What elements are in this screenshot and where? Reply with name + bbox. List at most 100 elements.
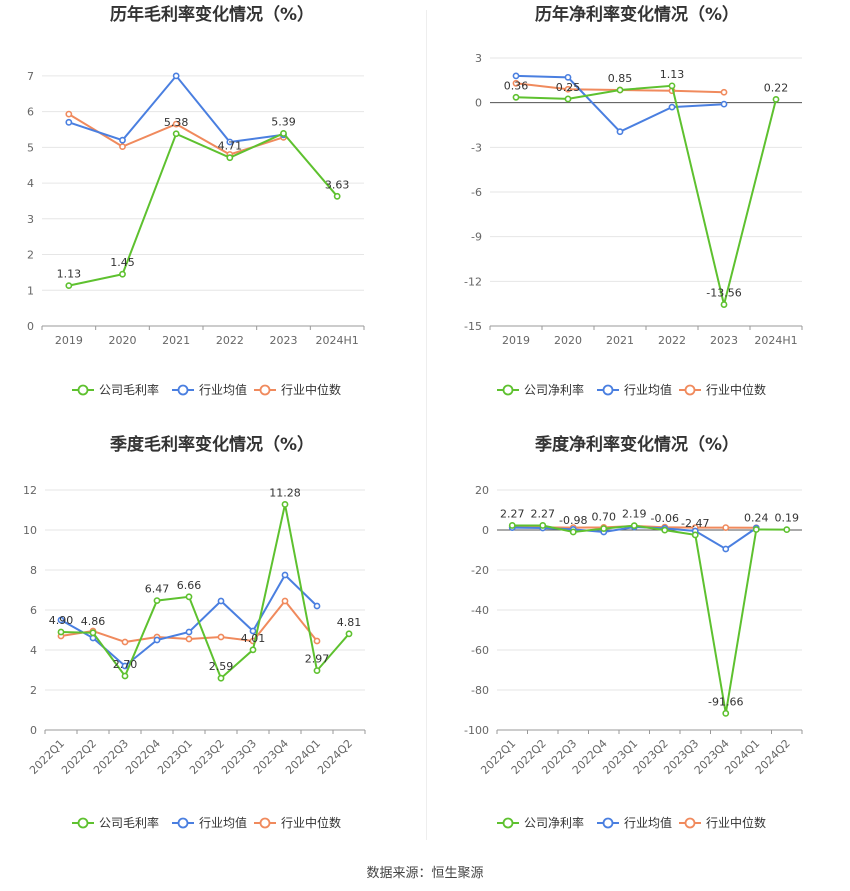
legend-marker-company: [502, 817, 514, 829]
data-label: 2.27: [531, 507, 556, 520]
y-tick-label: -9: [471, 231, 482, 244]
data-label: 4.71: [218, 140, 243, 153]
data-point-company: [630, 522, 638, 530]
data-point-company: [569, 528, 577, 536]
legend-marker-median: [259, 817, 271, 829]
y-tick-label: 5: [27, 141, 34, 154]
panel-divider: [426, 10, 427, 840]
y-tick-label: -12: [464, 275, 482, 288]
data-point-avg: [249, 627, 257, 635]
data-label: 4.81: [337, 616, 362, 629]
data-point-median: [564, 85, 572, 93]
data-label: 1.13: [57, 268, 82, 281]
chart-title: 历年毛利率变化情况（%）: [110, 4, 314, 25]
data-label: 1.45: [110, 256, 135, 269]
x-tick-label: 2020: [554, 334, 582, 347]
data-point-company: [691, 531, 699, 539]
data-label: -13.56: [706, 287, 741, 300]
data-label: 0.25: [556, 81, 581, 94]
y-tick-label: 8: [30, 564, 37, 577]
y-tick-label: 0: [27, 320, 34, 333]
data-point-avg: [57, 616, 65, 624]
data-point-company: [226, 154, 234, 162]
data-point-company: [783, 526, 791, 534]
data-point-company: [185, 593, 193, 601]
y-tick-label: -100: [464, 724, 489, 737]
legend-label-median: 行业中位数: [706, 382, 766, 397]
legend-label-avg: 行业均值: [199, 815, 247, 830]
data-point-company: [512, 93, 520, 101]
data-source-note: 数据来源：恒生聚源: [366, 866, 484, 881]
legend-marker-median: [684, 817, 696, 829]
data-label: 4.01: [241, 632, 266, 645]
data-label: 5.38: [164, 116, 189, 129]
data-label: 2.27: [500, 507, 525, 520]
legend-marker-company: [77, 817, 89, 829]
data-point-median: [722, 524, 730, 531]
data-point-company: [280, 129, 287, 137]
data-point-avg: [313, 602, 321, 610]
data-point-company: [281, 501, 289, 508]
legend-marker-company: [77, 384, 89, 396]
data-point-avg: [720, 100, 728, 108]
x-tick-label: 2019: [502, 334, 530, 347]
x-tick-label: 2019: [55, 334, 83, 347]
data-label: 1.13: [660, 68, 685, 81]
y-tick-label: 3: [475, 52, 482, 65]
data-point-median: [65, 110, 73, 118]
y-tick-label: 1: [27, 284, 34, 297]
data-point-avg: [119, 136, 126, 144]
x-tick-label: 2023: [710, 334, 738, 347]
x-tick-label: 2022: [658, 334, 686, 347]
data-label: 2.19: [622, 508, 647, 521]
y-tick-label: 6: [30, 604, 37, 617]
series-line-company: [60, 504, 350, 680]
data-label: 4.90: [49, 614, 74, 627]
y-tick-label: 4: [27, 177, 34, 190]
legend-marker-company: [502, 384, 514, 396]
data-label: 6.47: [145, 583, 170, 596]
y-tick-label: 2: [30, 684, 37, 697]
data-point-median: [512, 79, 520, 87]
y-tick-label: -15: [464, 320, 482, 333]
legend-label-avg: 行业均值: [199, 382, 247, 397]
y-tick-label: 0: [482, 524, 489, 537]
data-label: 0.24: [744, 512, 769, 525]
data-point-median: [217, 633, 225, 641]
y-tick-label: -3: [471, 141, 482, 154]
data-label: 0.70: [592, 511, 617, 524]
x-tick-label: 2024Q2: [315, 737, 355, 777]
data-point-avg: [616, 128, 624, 136]
y-tick-label: 6: [27, 106, 34, 119]
data-label: 5.39: [271, 115, 296, 128]
y-tick-label: 10: [23, 524, 37, 537]
data-point-avg: [668, 103, 676, 111]
data-point-median: [121, 638, 129, 646]
data-label: 4.86: [81, 615, 106, 628]
data-point-avg: [65, 118, 73, 126]
data-point-avg: [281, 571, 289, 579]
data-label: -0.98: [559, 514, 587, 527]
data-point-company: [720, 301, 728, 308]
data-point-median: [281, 597, 289, 605]
data-point-median: [119, 143, 126, 151]
data-point-company: [119, 270, 126, 278]
legend-label-company: 公司毛利率: [99, 815, 159, 830]
x-tick-label: 2020: [109, 334, 137, 347]
data-point-company: [249, 646, 257, 654]
data-label: 0.22: [764, 81, 789, 94]
x-tick-label: 2024H1: [316, 334, 359, 347]
data-point-company: [65, 282, 73, 290]
chart-quarterly-net-margin-svg: 季度净利率变化情况（%）200-20-40-60-80-1002022Q1202…: [464, 434, 803, 830]
x-tick-label: 2024H1: [754, 334, 797, 347]
data-point-median: [172, 120, 180, 128]
data-point-company: [121, 672, 129, 680]
legend-label-median: 行业中位数: [706, 815, 766, 830]
data-label: 0.36: [504, 79, 529, 92]
y-tick-label: -40: [471, 604, 489, 617]
data-label: 3.63: [325, 178, 350, 191]
data-point-avg: [153, 636, 161, 644]
y-tick-label: 7: [27, 70, 34, 83]
data-point-company: [217, 674, 225, 682]
data-label: -0.06: [651, 512, 679, 525]
